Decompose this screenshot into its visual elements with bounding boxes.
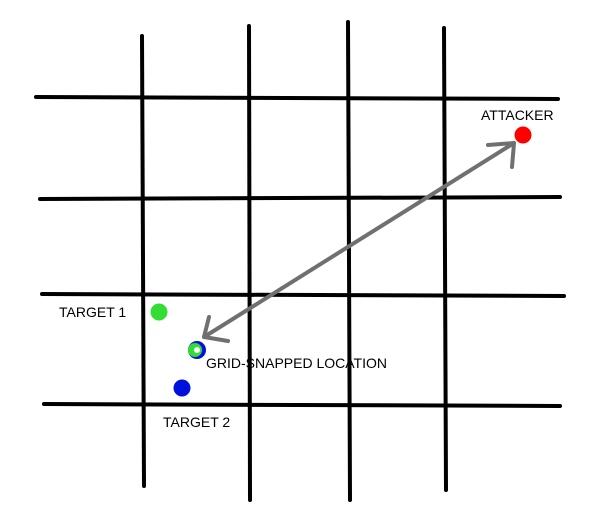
grid-vertical-line [247, 24, 252, 502]
grid-horizontal-line [38, 195, 562, 201]
target2-marker [173, 379, 191, 397]
grid-snapped-marker [188, 341, 206, 359]
attacker-label: ATTACKER [481, 107, 554, 123]
grid-horizontal-line [40, 292, 566, 298]
grid-vertical-line [346, 20, 352, 502]
grid-snapped-label: GRID-SNAPPED LOCATION [206, 355, 387, 371]
target1-marker [150, 303, 168, 321]
grid-horizontal-line [34, 95, 560, 101]
target1-label: TARGET 1 [59, 304, 126, 320]
target2-label: TARGET 2 [163, 414, 230, 430]
attacker-marker [514, 126, 532, 144]
range-arrow [202, 141, 516, 343]
grid-horizontal-line [42, 402, 562, 408]
grid [34, 20, 566, 502]
grid-vertical-line [140, 34, 146, 488]
arrow-head-attacker [486, 141, 516, 169]
arrow-head-snapped [202, 315, 230, 343]
grid-vertical-line [442, 26, 448, 492]
arrow-shaft [202, 141, 516, 339]
